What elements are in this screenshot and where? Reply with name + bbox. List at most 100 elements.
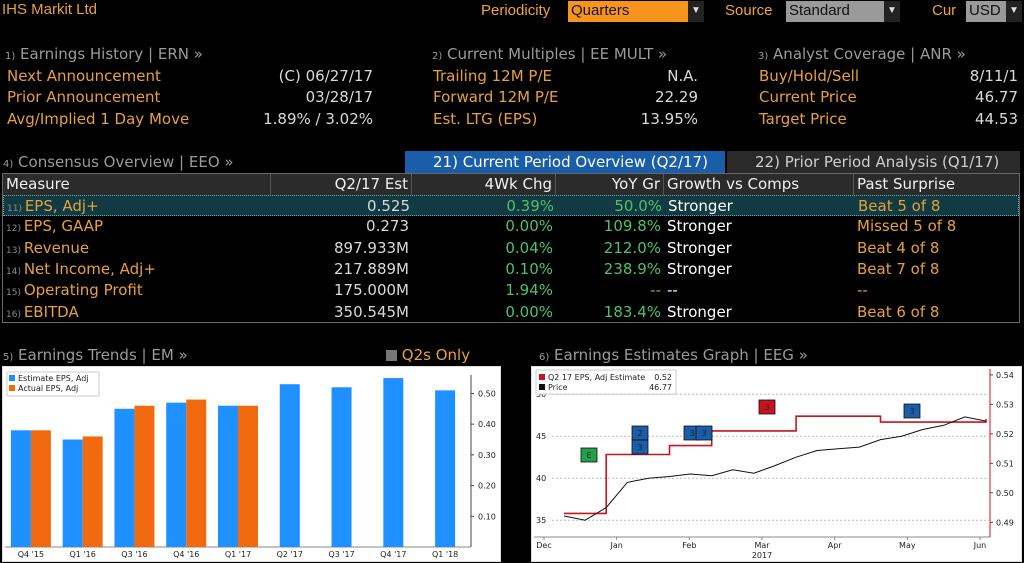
x-tick-label: Q3 '17 [328,550,354,559]
x-tick-label: Q4 '17 [380,550,406,559]
cell-yoy-text: 212.0% [603,238,661,257]
left-tick-label: 40 [536,474,546,483]
cell-surprise: Beat 4 of 8 [854,238,1019,259]
cell-4wk-chg-text: 0.00% [505,217,553,236]
cell-est-text: 217.889M [334,259,409,278]
table-row[interactable]: 13) Revenue 897.933M 0.04% 212.0% Stronger Be… [3,238,1019,259]
cell-comps: Stronger [664,216,854,237]
cell-surprise: -- [854,280,1019,301]
estimate-marker-label: 3 [637,443,642,452]
x-tick-label: May [899,541,916,550]
tab-current-period[interactable]: 21) Current Period Overview (Q2/17) [405,151,725,173]
avg-move-value: 1.89% / 3.02% [263,110,373,128]
cell-comps-text: Stronger [667,217,732,236]
cell-comps-text: Stronger [667,302,732,321]
col-header-4wk-chg[interactable]: 4Wk Chg [412,174,556,195]
cell-comps: Stronger [664,302,854,323]
line-chart-svg: 35 40 45 50 0.49 0.50 0.51 0.52 0.53 0.54 Dec Jan Fe… [534,369,1014,560]
periodicity-label: Periodicity [481,2,551,19]
legend-value: 0.52 [654,373,672,382]
cell-yoy: 238.9% [556,259,664,280]
table-row[interactable]: 14) Net Income, Adj+ 217.889M 0.10% 238.9% S… [3,259,1019,280]
forward-pe-label: Forward 12M P/E [433,88,559,106]
source-dropdown[interactable]: Standard ▼ [786,1,900,22]
trailing-pe-label: Trailing 12M P/E [433,67,552,85]
cell-yoy-text: 109.8% [603,217,661,236]
bar-actual [186,399,207,547]
col-header-yoy[interactable]: YoY Gr [556,174,664,195]
legend-label: Estimate EPS, Adj [18,374,89,383]
x-tick-label: Q4 '15 [18,550,44,559]
estimate-marker-label: 3 [701,429,706,438]
currency-dropdown[interactable]: USD ▼ [966,1,1022,22]
col-header-measure[interactable]: Measure [3,174,271,195]
cell-measure: 11) EPS, Adj+ [4,196,272,217]
cell-measure-text: Operating Profit [23,281,143,300]
analyst-coverage-header[interactable]: 3) Analyst Coverage | ANR » [758,45,966,63]
col-header-surprise[interactable]: Past Surprise [854,174,1019,195]
cell-est: 217.889M [271,259,412,280]
cell-est-text: 350.545M [334,302,409,321]
estimate-marker [695,425,713,441]
bar-actual [134,405,155,547]
cell-4wk-chg: 1.94% [412,280,556,301]
x-year-label: 2017 [752,551,772,560]
cell-comps: Stronger [664,259,854,280]
series-line-price [563,416,987,521]
earnings-trends-header[interactable]: 5) Earnings Trends | EM » [3,346,188,364]
row-index: 14) [6,266,24,277]
currency-value: USD [969,2,1001,19]
current-multiples-header[interactable]: 2) Current Multiples | EE MULT » [432,45,668,63]
col-header-est[interactable]: Q2/17 Est [271,174,412,195]
bar-estimate [435,390,456,547]
x-tick-label: Apr [828,541,843,550]
estimate-marker-label: E [586,451,591,460]
cell-comps-text: Stronger [668,197,733,215]
x-tick-label: Q2 '17 [277,550,303,559]
cell-est: 175.000M [271,280,412,301]
cell-measure-text: Revenue [23,238,90,257]
row-index: 11) [7,204,25,214]
current-price-label: Current Price [759,88,857,106]
cell-est-text: 0.273 [366,217,409,236]
periodicity-dropdown[interactable]: Quarters ▼ [568,1,704,22]
tab-prior-period[interactable]: 22) Prior Period Analysis (Q1/17) [727,151,1020,173]
table-row[interactable]: 15) Operating Profit 175.000M 1.94% -- -- -- [3,280,1019,301]
col-header-comps[interactable]: Growth vs Comps [664,174,854,195]
table-row[interactable]: 12) EPS, GAAP 0.273 0.00% 109.8% Stronger Mis… [3,216,1019,237]
bar-estimate [331,387,352,547]
left-tick-label: 50 [536,390,546,399]
x-tick-label: Q1 '18 [432,550,458,559]
cell-yoy: 183.4% [556,302,664,323]
bar-actual [82,436,103,547]
cell-surprise: Beat 7 of 8 [854,259,1019,280]
cell-4wk-chg-text: 0.10% [505,259,553,278]
prior-announcement-value: 03/28/17 [305,88,373,106]
right-tick-label: 0.54 [996,371,1014,380]
earnings-history-header[interactable]: 1) Earnings History | ERN » [5,45,203,63]
x-tick-label: Q1 '16 [70,550,96,559]
consensus-table: Measure Q2/17 Est 4Wk Chg YoY Gr Growth … [2,173,1020,323]
cell-yoy: 109.8% [556,216,664,237]
earnings-graph-header[interactable]: 6) Earnings Estimates Graph | EEG » [539,346,808,364]
bar-estimate [114,408,135,547]
next-announcement-label: Next Announcement [7,67,161,85]
table-row[interactable]: 11) EPS, Adj+ 0.525 0.39% 50.0% Stronger Beat… [3,195,1019,216]
cell-comps-text: Stronger [667,259,732,278]
target-price-label: Target Price [759,110,847,128]
cell-measure-text: EBITDA [23,302,79,321]
cell-measure-text: EPS, GAAP [23,217,104,236]
ltg-label: Est. LTG (EPS) [433,110,538,128]
legend-box [6,371,100,397]
cell-surprise-text: Beat 5 of 8 [858,197,941,215]
cell-surprise-text: Beat 6 of 8 [857,302,940,321]
row-index: 15) [6,288,24,299]
q2s-only-toggle[interactable]: Q2s Only [386,346,470,364]
x-tick-label: Mar [754,541,770,550]
bar-estimate [218,405,238,547]
table-row[interactable]: 16) EBITDA 350.545M 0.00% 183.4% Stronger Bea… [3,302,1019,323]
x-tick-label: Jan [609,541,622,550]
right-tick-label: 0.53 [996,400,1014,409]
consensus-overview-header[interactable]: 4) Consensus Overview | EEO » [3,153,234,171]
earnings-graph-chart: 35 40 45 50 0.49 0.50 0.51 0.52 0.53 0.54 Dec Jan Fe… [531,366,1022,562]
